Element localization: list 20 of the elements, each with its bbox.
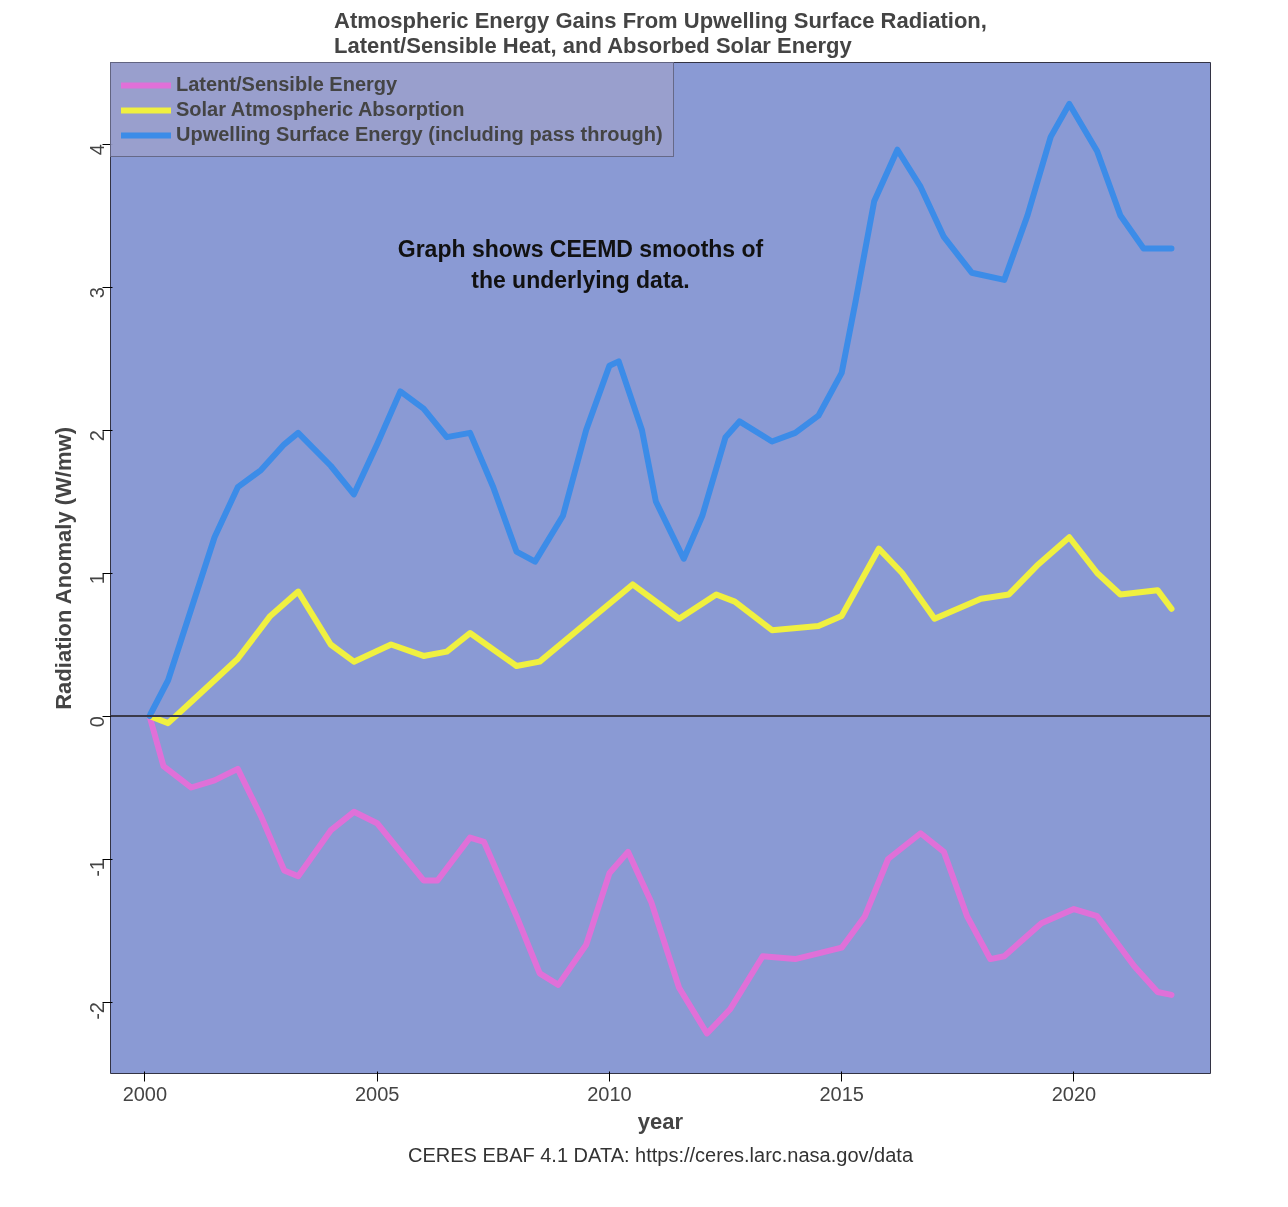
legend-label: Latent/Sensible Energy: [176, 73, 398, 96]
x-tick-label: 2000: [122, 1082, 168, 1105]
legend-label: Upwelling Surface Energy (including pass through): [176, 123, 663, 146]
y-axis-title: Radiation Anomaly (W/mw): [50, 427, 76, 710]
text: CERES EBAF 4.1 DATA: https://ceres.larc.nasa.gov/data: [407, 1143, 914, 1166]
y-tick-label: 2: [86, 430, 109, 442]
x-tick-label: 2020: [1051, 1082, 1097, 1105]
chart-title: Atmospheric Energy Gains From Upwelling Surface Radiation, Latent/Sensible Heat, and Absorbed Solar Energy: [334, 7, 987, 58]
y-tick-label: 4: [86, 144, 109, 156]
y-tick-label: 1: [86, 573, 109, 585]
x-axis-title: year: [637, 1108, 684, 1134]
y-tick-label: -1: [86, 858, 109, 877]
y-tick-label: -2: [86, 1001, 109, 1020]
x-tick-label: 2015: [819, 1082, 864, 1105]
annotation: Graph shows CEEMD smooths of the underlying data.: [397, 236, 764, 294]
y-tick-label: 3: [86, 287, 109, 299]
x-tick-label: 2010: [587, 1082, 632, 1105]
legend-label: Solar Atmospheric Absorption: [176, 98, 465, 121]
x-tick-label: 2005: [354, 1082, 400, 1105]
y-tick-label: 0: [86, 716, 109, 728]
